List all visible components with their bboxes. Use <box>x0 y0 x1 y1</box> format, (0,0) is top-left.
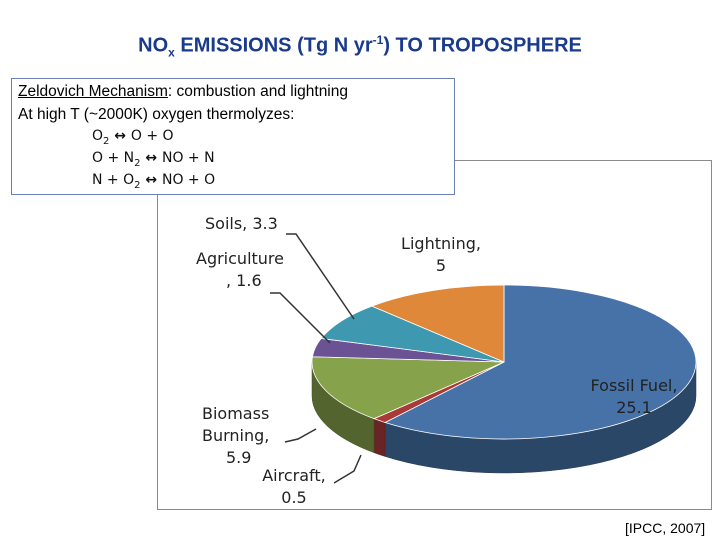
pie-side-aircraft <box>373 418 386 457</box>
zeldovich-heading-line: Zeldovich Mechanism: combustion and ligh… <box>18 83 348 101</box>
thermolysis-line: At high T (~2000K) oxygen thermolyzes: <box>18 106 295 123</box>
title-text: EMISSIONS (Tg N yr <box>174 34 373 57</box>
pie-slice-lightning <box>370 284 505 363</box>
citation: [IPCC, 2007] <box>625 520 706 536</box>
pie-chart <box>270 233 697 484</box>
label-soils: Soils, 3.3 <box>205 214 278 233</box>
zeldovich-heading-rest: : combustion and lightning <box>167 83 348 100</box>
title-subscript: x <box>168 45 175 60</box>
label-fossil-fuel: Fossil Fuel, 25.1 <box>590 376 678 417</box>
pie-slice-fossil-fuel <box>384 284 697 440</box>
equation-3: N + O2 ↔ NO + O <box>92 172 216 191</box>
equation-2: O + N2 ↔ NO + N <box>92 150 215 169</box>
label-aircraft: Aircraft, 0.5 <box>254 465 334 509</box>
label-agriculture: Agriculture , 1.6 <box>196 249 284 290</box>
zeldovich-heading: Zeldovich Mechanism <box>18 83 168 100</box>
leader-agriculture <box>270 292 331 344</box>
label-lightning: Lightning, 5 <box>401 234 481 275</box>
pie-slice-biomass-burning <box>311 356 505 420</box>
leader-aircraft <box>333 454 362 484</box>
equation-1: O2 ↔ O + O <box>92 128 174 147</box>
title-text: ) TO TROPOSPHERE <box>383 34 582 57</box>
leader-biomass <box>284 428 317 443</box>
title-text: NO <box>138 34 169 57</box>
pie-chart-frame: Soils, 3.3 Agriculture , 1.6 Lightning, … <box>157 160 712 510</box>
pie-slice-soils <box>320 305 505 363</box>
slide-title: NOx EMISSIONS (Tg N yr-1) TO TROPOSPHERE <box>0 33 720 60</box>
zeldovich-mechanism-box: Zeldovich Mechanism: combustion and ligh… <box>11 78 455 195</box>
label-biomass-burning: Biomass Burning, 5.9 <box>202 404 270 467</box>
leader-soils <box>286 233 355 320</box>
title-superscript: -1 <box>372 33 384 47</box>
